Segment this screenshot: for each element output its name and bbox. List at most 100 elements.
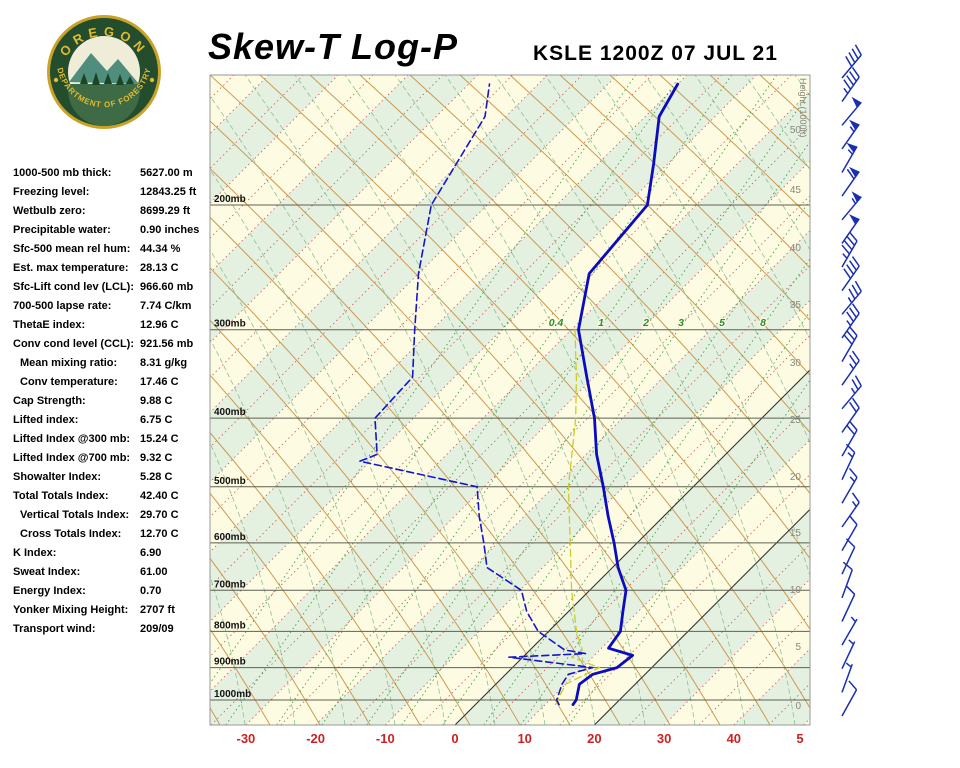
wind-barb (841, 256, 860, 292)
stat-value: 12.96 C (140, 319, 179, 331)
stat-row: Yonker Mixing Height: 2707 ft (13, 604, 218, 623)
mixing-ratio-label: 5 (719, 317, 725, 329)
logo-dot-right (149, 77, 155, 83)
wind-barb (841, 67, 860, 103)
dry-adiabat (210, 628, 271, 725)
dry-adiabat (210, 492, 371, 725)
moist-adiabat (210, 169, 446, 725)
stat-label: Sweat Index: (13, 566, 81, 578)
solid-isotherm (594, 508, 810, 725)
isotherm (698, 613, 810, 725)
wind-barb (841, 680, 858, 717)
wind-barb (841, 538, 856, 575)
dry-adiabat (210, 706, 221, 725)
moist-adiabat (694, 75, 810, 251)
height-tick-label: 25 (790, 415, 802, 426)
dry-adiabat (210, 267, 571, 725)
wind-barb (841, 585, 856, 622)
stat-label: Conv temperature: (20, 376, 118, 388)
temp-axis-label: -10 (376, 731, 395, 746)
isotherm-band (315, 230, 810, 725)
stat-row: Sweat Index: 61.00 (13, 566, 218, 585)
moist-adiabat (244, 75, 546, 725)
isotherm-band (664, 579, 810, 725)
dry-adiabat (210, 431, 421, 725)
dry-adiabat (210, 120, 721, 725)
height-tick-label: 30 (790, 358, 802, 369)
dry-adiabat (659, 75, 810, 219)
mixing-ratio-line (276, 75, 733, 725)
moist-adiabat (594, 75, 810, 444)
stat-value: 6.90 (140, 547, 162, 559)
wind-barb (841, 561, 853, 599)
stat-label: Conv cond level (CCL): (13, 338, 135, 350)
stat-label: Mean mixing ratio: (20, 357, 118, 369)
isotherm-bands (0, 75, 960, 725)
logo-dot-left (53, 77, 59, 83)
moist-adiabat (494, 75, 796, 725)
temp-axis-label: 10 (517, 731, 531, 746)
mixing-ratio-line (401, 140, 810, 725)
odf-logo: OREGON DEPARTMENT OF FORESTRY (47, 15, 161, 129)
stat-label: Est. max temperature: (13, 262, 129, 274)
stat-value: 209/09 (140, 623, 174, 635)
isotherm (210, 90, 810, 692)
wind-barb (841, 467, 858, 504)
stat-label: ThetaE index: (13, 319, 86, 331)
solid-isotherm (454, 369, 810, 725)
moist-adiabat (210, 574, 246, 725)
stat-value: 29.70 C (140, 509, 179, 521)
station-datetime: KSLE 1200Z 07 JUL 21 (533, 42, 778, 65)
moist-adiabat (344, 75, 646, 725)
stat-row: K Index: 6.90 (13, 547, 218, 566)
isotherm (210, 75, 374, 239)
dry-adiabat (609, 75, 810, 269)
isotherm (210, 75, 653, 518)
mixing-ratio-line (210, 75, 637, 684)
stat-value: 8699.29 ft (140, 205, 191, 217)
mixing-ratio-line (321, 75, 778, 725)
stat-label: Lifted Index @300 mb: (13, 433, 131, 445)
stat-label: Showalter Index: (13, 471, 102, 483)
isotherm-band (873, 75, 960, 725)
height-tick-label: 20 (790, 472, 802, 483)
moist-adiabat (210, 95, 496, 725)
isotherm-band (0, 75, 199, 725)
temperature-trace (571, 82, 680, 706)
temp-axis-label: 20 (587, 731, 601, 746)
wind-barb (841, 639, 856, 670)
mixing-ratio-labels: 0.4 1 2 3 5 8 (547, 316, 767, 331)
dry-adiabats (210, 75, 810, 725)
mixing-ratio-label: 2 (642, 317, 649, 329)
isotherm (315, 230, 810, 725)
stat-row: Freezing level: 12843.25 ft (13, 186, 218, 205)
stat-row: Conv cond level (CCL): 921.56 mb (13, 338, 218, 357)
isotherm (489, 404, 810, 725)
indices-panel: 1000-500 mb thick: 5627.00 m Freezing leve… (13, 167, 218, 642)
isotherm (803, 717, 810, 725)
moist-adiabat (444, 75, 746, 725)
isotherm (0, 75, 129, 725)
dry-adiabat (809, 75, 810, 76)
moist-adiabat (394, 75, 696, 725)
isotherm (628, 543, 810, 725)
wind-barb (841, 280, 862, 315)
pressure-label: 1000mb (214, 689, 251, 700)
temp-axis: -30 -20 -10 0 10 20 30 40 5 (237, 731, 804, 746)
stat-row: Precipitable water: 0.90 inches (13, 224, 218, 243)
isotherm (0, 75, 94, 725)
mixing-ratio-lines (210, 75, 810, 725)
stat-label: 1000-500 mb thick: (13, 167, 112, 179)
isotherm-band (210, 75, 810, 692)
stat-row: Lifted Index @700 mb: 9.32 C (13, 452, 218, 471)
stat-row: Total Totals Index: 42.40 C (13, 490, 218, 509)
dry-adiabat (210, 75, 771, 725)
stat-value: 17.46 C (140, 376, 179, 388)
stat-value: 0.70 (140, 585, 162, 597)
wind-barb-column (841, 44, 862, 717)
stat-row: Lifted Index @300 mb: 15.24 C (13, 433, 218, 452)
dry-adiabat (210, 319, 521, 725)
pressure-label: 800mb (214, 620, 246, 631)
wind-barb (841, 662, 853, 693)
isotherm-band (0, 75, 129, 725)
